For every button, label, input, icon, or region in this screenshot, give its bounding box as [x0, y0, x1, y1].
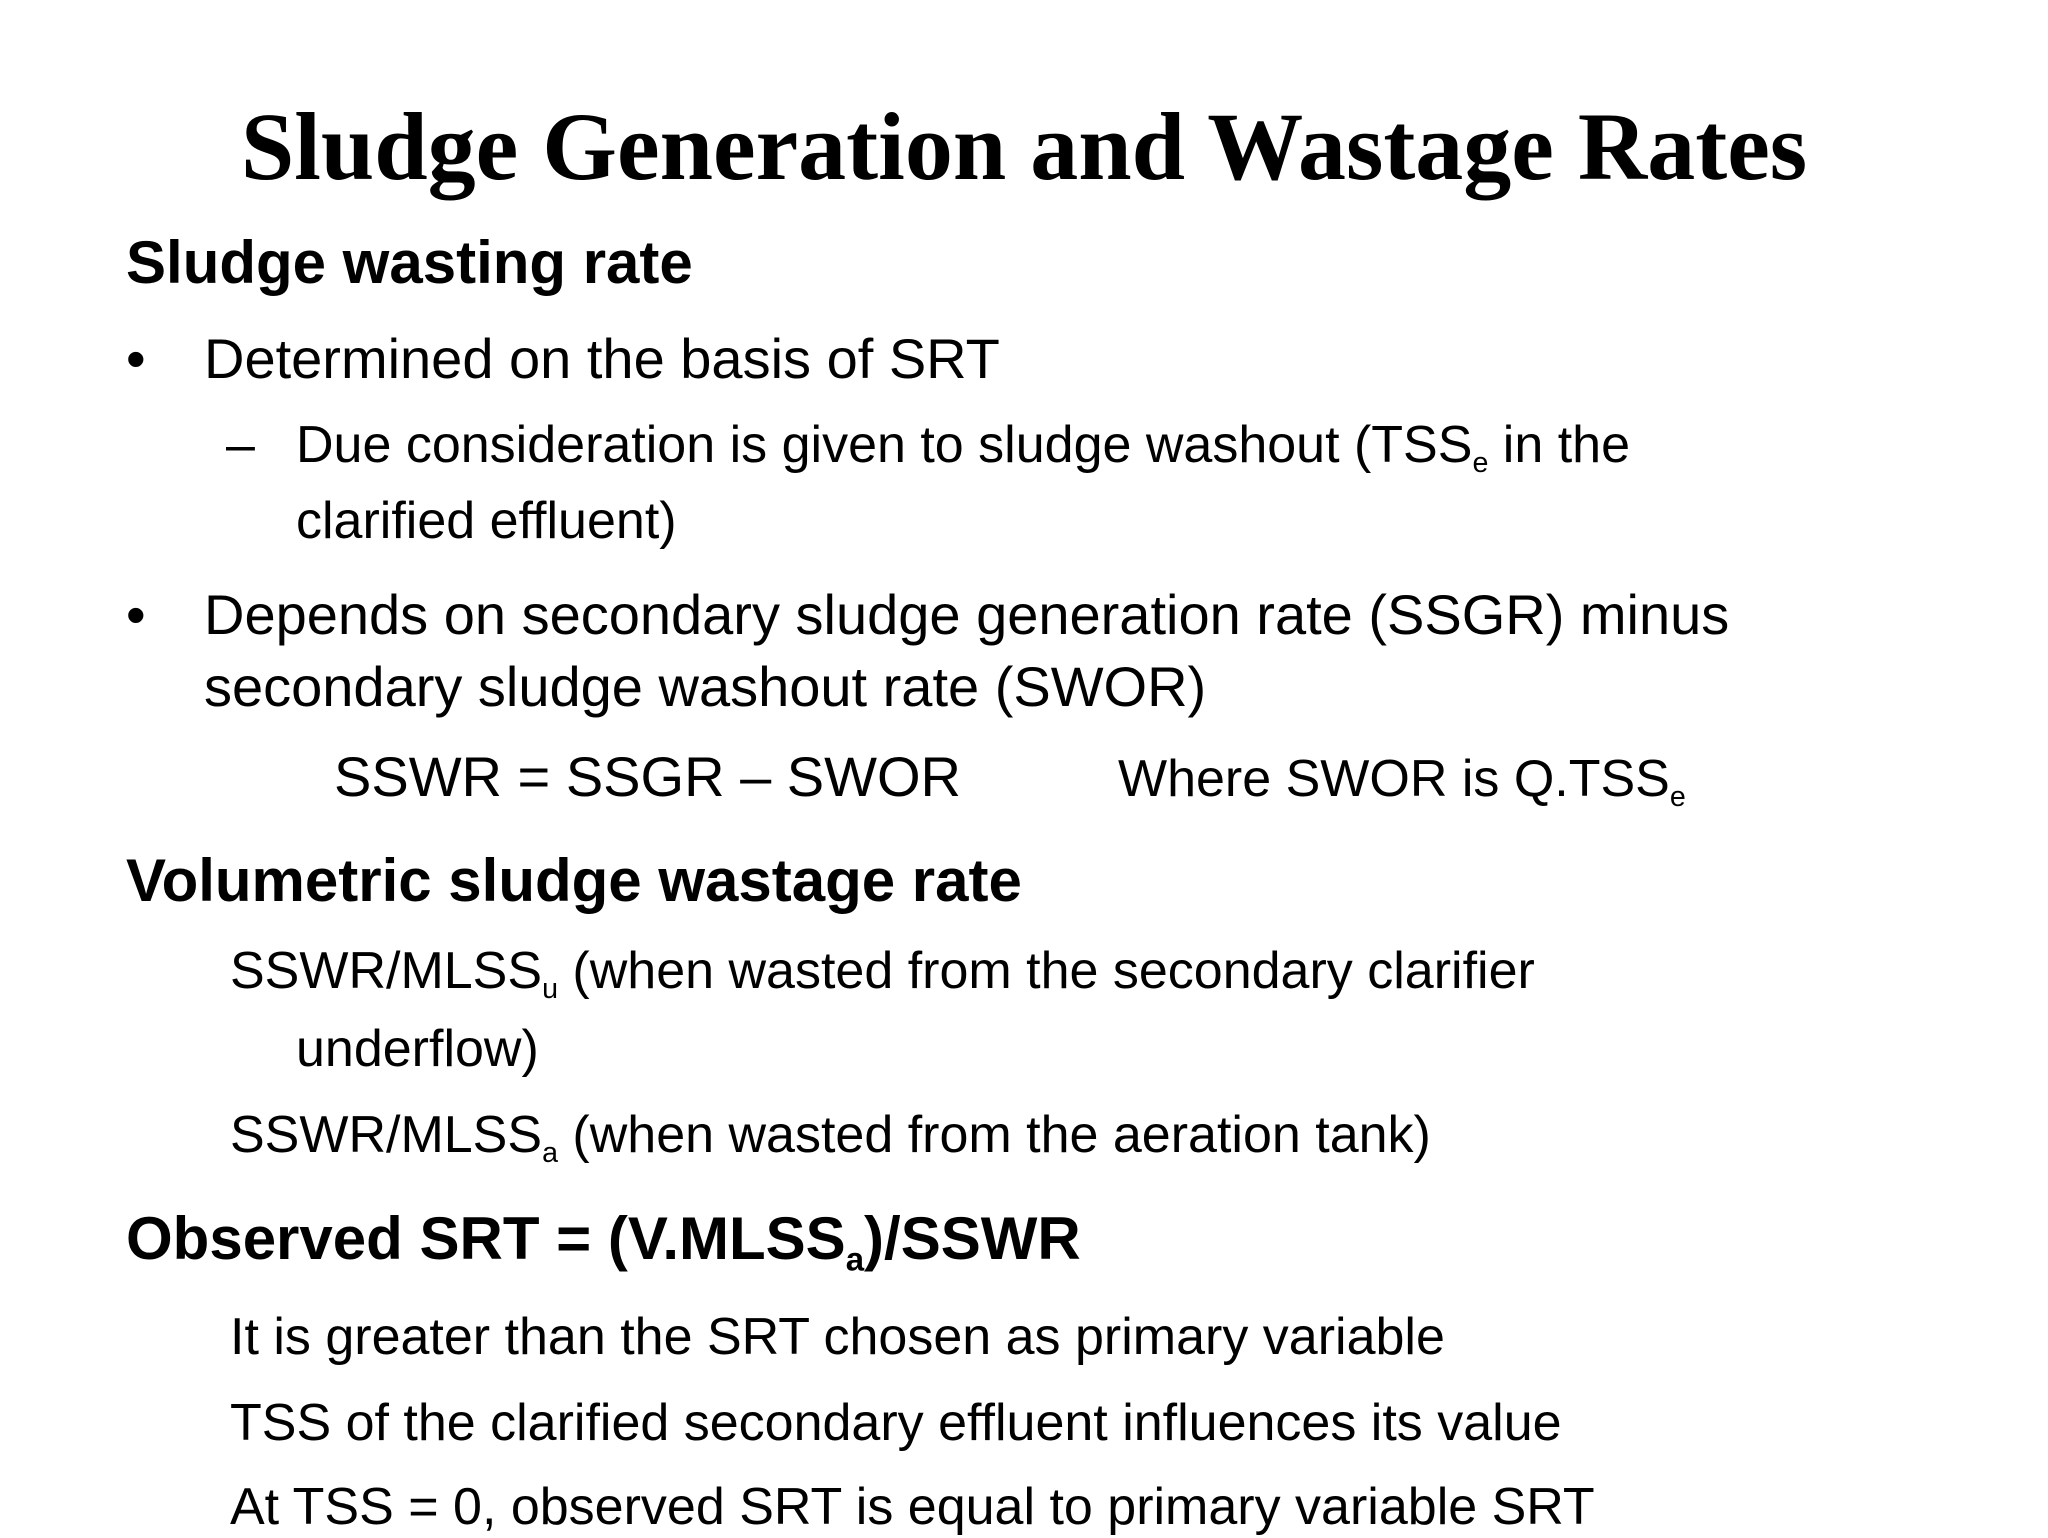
sub-bullet-washout: Due consideration is given to sludge was…: [296, 416, 1630, 479]
slide-title: Sludge Generation and Wastage Rates: [240, 93, 1808, 200]
bullet-marker-1: •: [126, 327, 146, 390]
dash-marker: –: [226, 416, 255, 474]
heading-volumetric-wastage: Volumetric sludge wastage rate: [126, 847, 1022, 914]
equation-where: Where SWOR is Q.TSSe: [1118, 750, 1686, 813]
observed-line3: At TSS = 0, observed SRT is equal to pri…: [230, 1478, 1595, 1536]
bullet-depends-line2: secondary sludge washout rate (SWOR): [204, 655, 1207, 718]
volumetric-line1: SSWR/MLSSu (when wasted from the seconda…: [230, 942, 1535, 1005]
heading-observed-srt: Observed SRT = (V.MLSSa)/SSWR: [126, 1205, 1081, 1278]
bullet-depends-line1: Depends on secondary sludge generation r…: [204, 583, 1730, 646]
volumetric-line2: SSWR/MLSSa (when wasted from the aeratio…: [230, 1106, 1431, 1169]
bullet-determined-srt: Determined on the basis of SRT: [204, 327, 1000, 390]
equation-sswr: SSWR = SSGR – SWOR: [334, 745, 961, 808]
heading-sludge-wasting-rate: Sludge wasting rate: [126, 229, 693, 296]
observed-line1: It is greater than the SRT chosen as pri…: [230, 1308, 1445, 1366]
volumetric-line1-cont: underflow): [296, 1020, 539, 1078]
sub-bullet-washout-cont: clarified effluent): [296, 492, 677, 550]
bullet-marker-2: •: [126, 583, 146, 646]
observed-line2: TSS of the clarified secondary effluent …: [230, 1394, 1562, 1452]
